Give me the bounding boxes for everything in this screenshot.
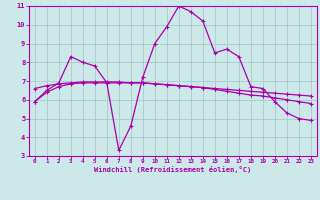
- X-axis label: Windchill (Refroidissement éolien,°C): Windchill (Refroidissement éolien,°C): [94, 166, 252, 173]
